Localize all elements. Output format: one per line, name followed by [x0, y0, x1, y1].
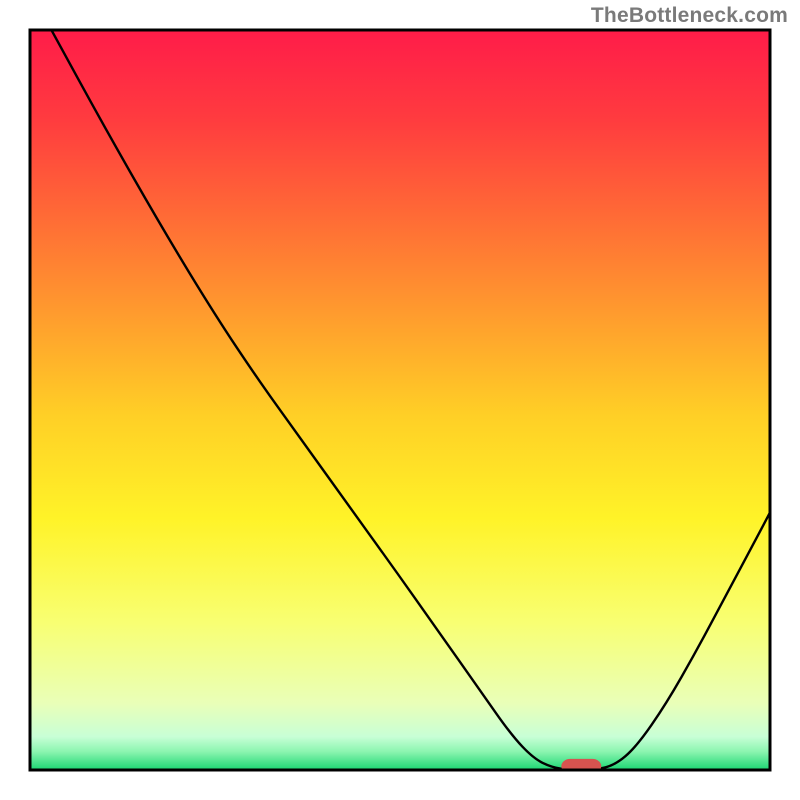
chart-container: { "watermark": { "text": "TheBottleneck.… [0, 0, 800, 800]
bottleneck-chart [0, 0, 800, 800]
plot-background [30, 30, 770, 770]
watermark-text: TheBottleneck.com [591, 4, 788, 28]
